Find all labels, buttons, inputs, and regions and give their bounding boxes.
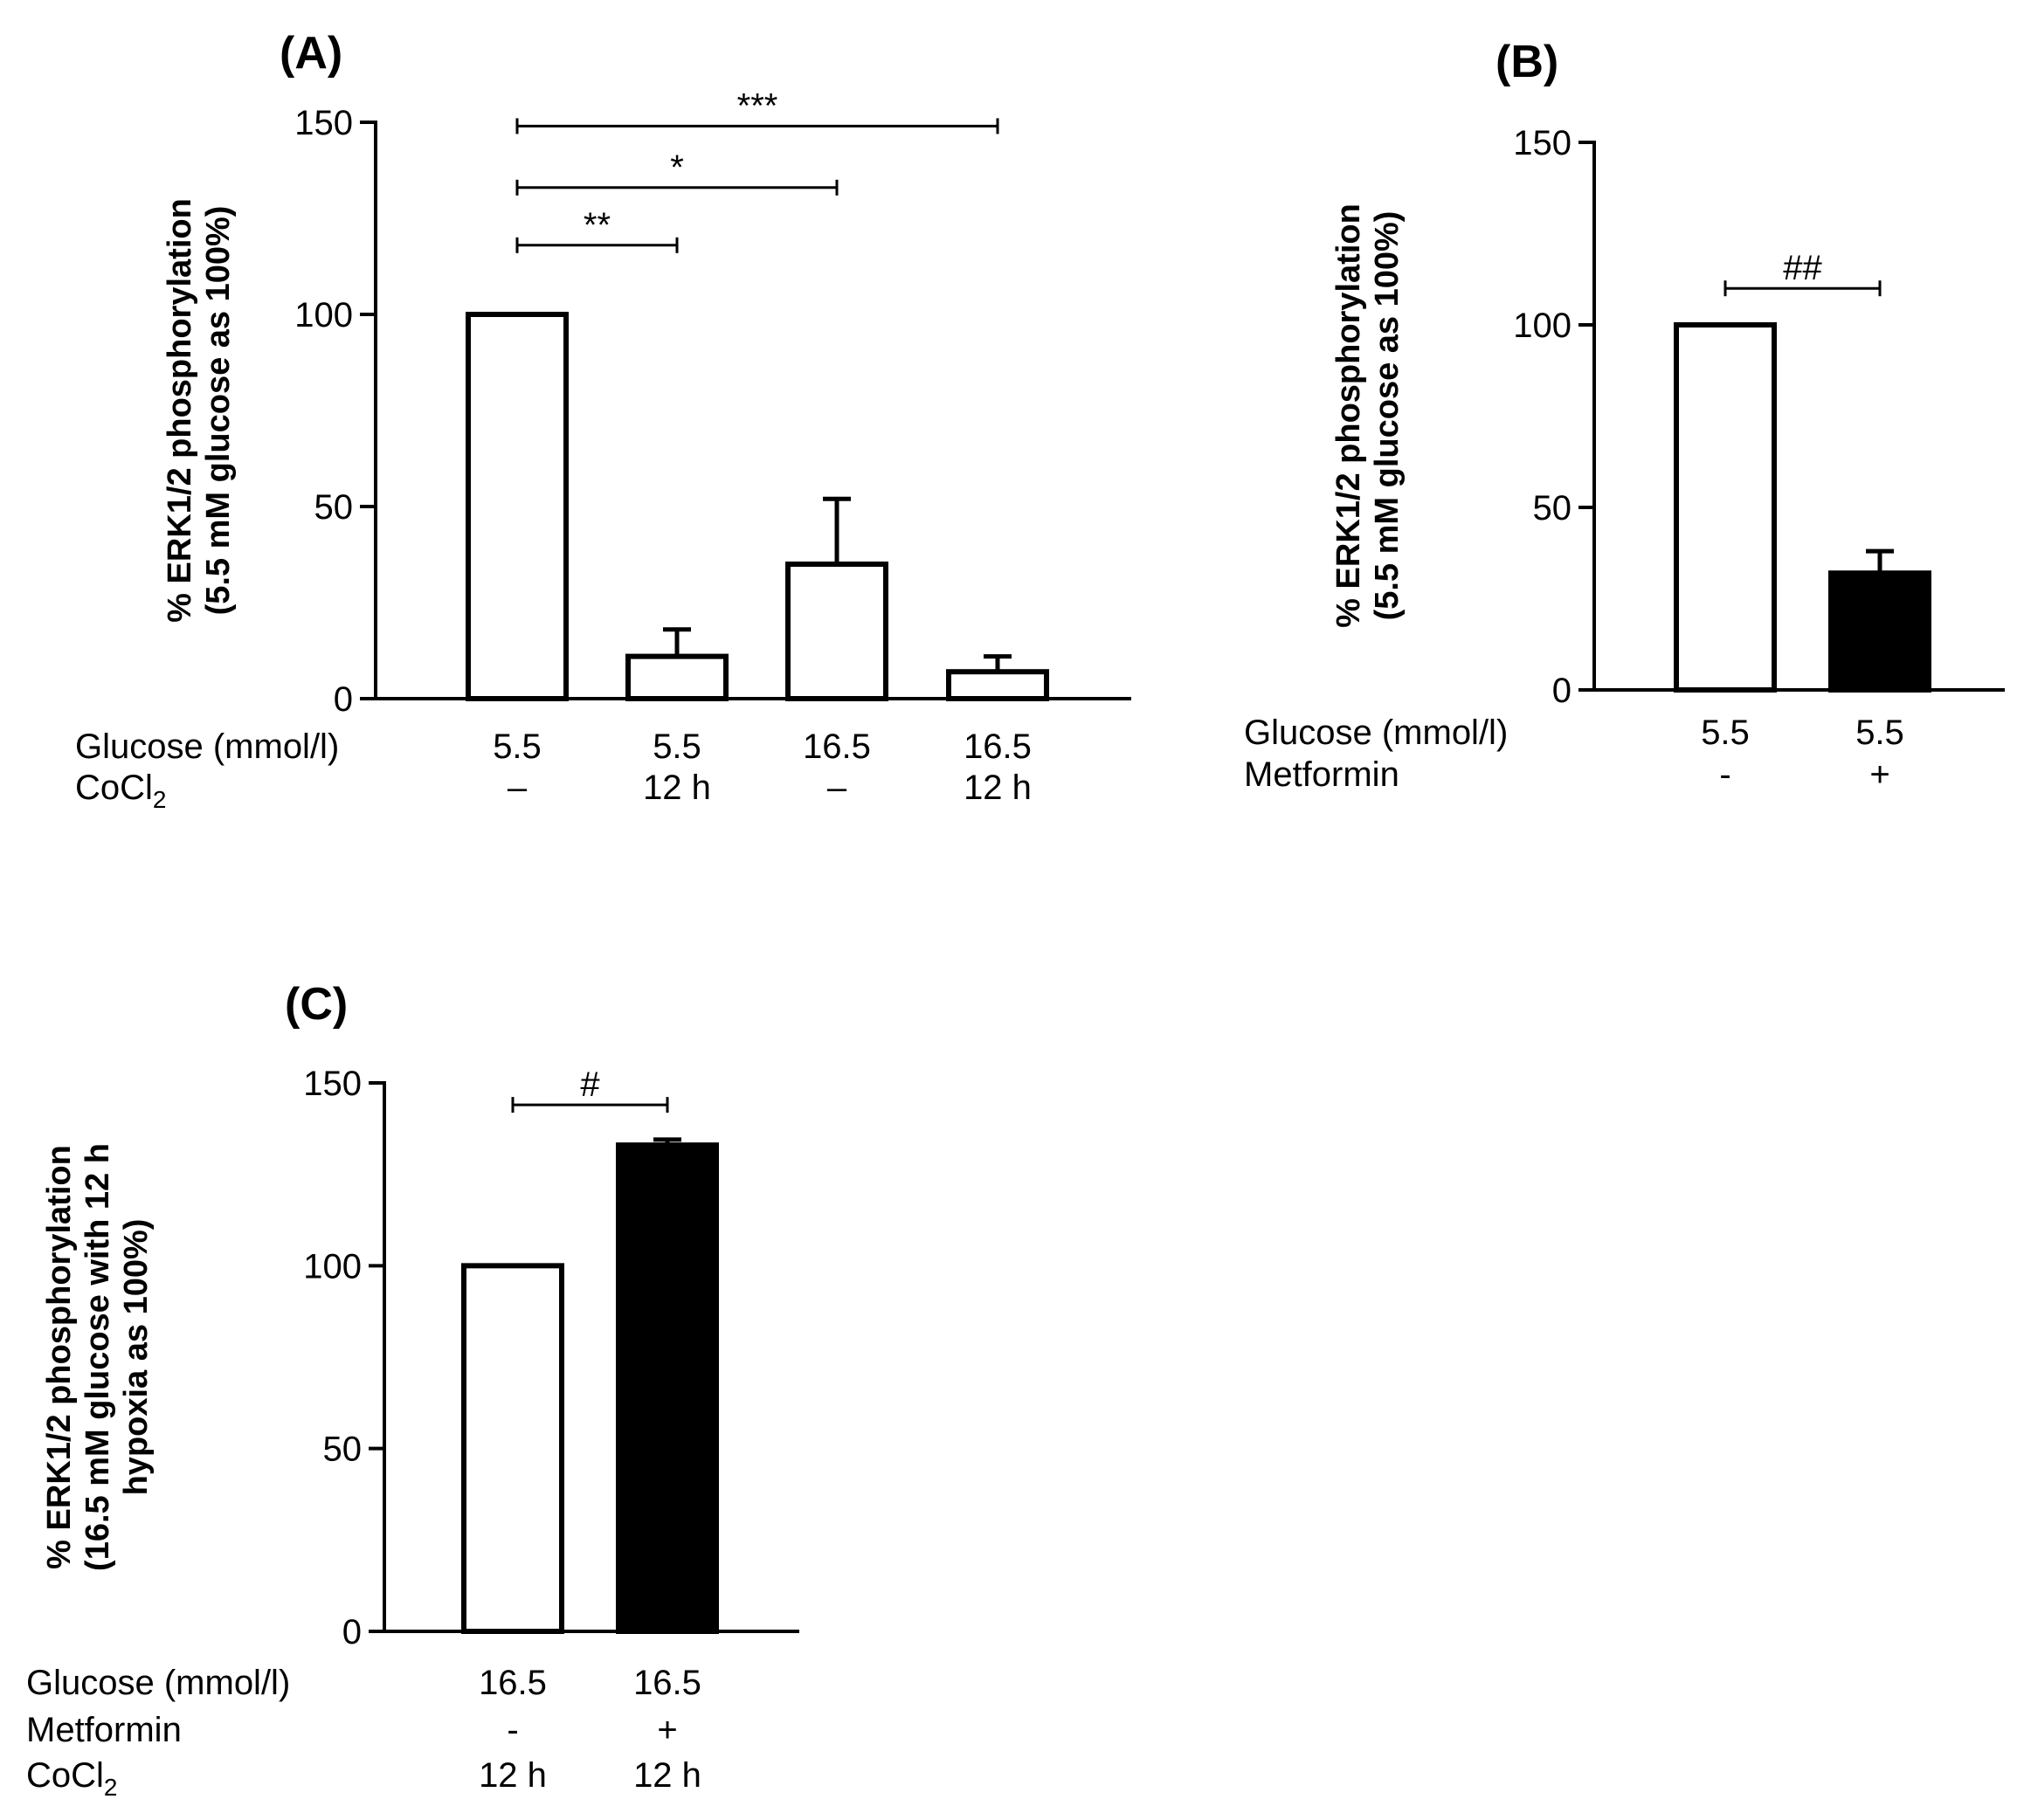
- significance-label: ***: [737, 86, 778, 125]
- condition-value: 12 h: [964, 769, 1032, 807]
- condition-row-label: Metformin: [26, 1711, 182, 1749]
- condition-value: 12 h: [633, 1756, 701, 1795]
- bar: [946, 669, 1049, 702]
- condition-value: 5.5: [493, 727, 542, 766]
- bar: [625, 653, 729, 701]
- condition-value: 16.5: [479, 1664, 547, 1702]
- panel-a: (A) 0 50 100 150 % ERK1/2 phosphorylation(5.5…: [75, 28, 1131, 813]
- condition-value: 12 h: [643, 769, 711, 807]
- y-axis-title-line: (5.5 mM glucose as 100%): [1369, 211, 1406, 621]
- condition-row-label: Glucose (mmol/l): [1244, 714, 1508, 752]
- y-axis-title: % ERK1/2 phosphorylation(16.5 mM glucose…: [41, 1143, 155, 1571]
- y-axis-title-line: % ERK1/2 phosphorylation: [162, 198, 198, 623]
- significance-label: *: [670, 148, 684, 187]
- y-tick-label: 150: [303, 1065, 362, 1103]
- condition-value: 12 h: [479, 1756, 547, 1795]
- y-axis-title-line: hypoxia as 100%): [118, 1219, 155, 1496]
- y-tick-label: 150: [294, 104, 353, 142]
- y-axis-title-line: % ERK1/2 phosphorylation: [1330, 203, 1367, 628]
- y-axis-title-line: (16.5 mM glucose with 12 h: [79, 1143, 116, 1571]
- panel-c: (C) 0 50 100 150 % ERK1/2 phosphorylation(16.…: [26, 979, 799, 1801]
- condition-value: 5.5: [1701, 714, 1750, 752]
- y-axis-title-line: % ERK1/2 phosphorylation: [41, 1145, 78, 1569]
- condition-row-label: CoCl2: [75, 769, 166, 813]
- significance-label: #: [580, 1065, 600, 1104]
- condition-value: 5.5: [653, 727, 701, 766]
- condition-value: 5.5: [1855, 714, 1904, 752]
- condition-value: 16.5: [803, 727, 871, 766]
- condition-row-label: Metformin: [1244, 755, 1399, 794]
- condition-value: 16.5: [633, 1664, 701, 1702]
- condition-value: –: [827, 769, 847, 807]
- condition-row-label: CoCl2: [26, 1756, 117, 1801]
- y-tick-label: 150: [1513, 124, 1572, 162]
- bar: [1674, 322, 1777, 693]
- y-axis-title-line: (5.5 mM glucose as 100%): [200, 206, 237, 616]
- y-tick-label: 100: [1513, 307, 1572, 345]
- panel-label: (C): [285, 979, 348, 1030]
- bar: [785, 562, 888, 701]
- y-tick-label: 50: [323, 1430, 363, 1469]
- y-tick-label: 100: [303, 1247, 362, 1286]
- y-tick-label: 50: [1533, 489, 1572, 527]
- y-axis-title: % ERK1/2 phosphorylation(5.5 mM glucose …: [162, 198, 237, 623]
- condition-row-label-subscript: 2: [104, 1774, 118, 1801]
- panel-b: (B) 0 50 100 150 % ERK1/2 phosphorylation(5.5…: [1244, 37, 2005, 794]
- significance-label: ##: [1783, 249, 1822, 287]
- y-tick-label: 0: [342, 1613, 362, 1651]
- condition-value: –: [508, 769, 528, 807]
- significance-label: **: [584, 206, 611, 245]
- condition-value: -: [507, 1711, 518, 1749]
- condition-value: -: [1719, 755, 1730, 794]
- bar: [616, 1142, 719, 1634]
- bar: [461, 1263, 564, 1635]
- bar: [1828, 570, 1931, 693]
- condition-value: +: [1869, 755, 1889, 794]
- condition-row-label: Glucose (mmol/l): [26, 1664, 290, 1702]
- condition-value: 16.5: [964, 727, 1032, 766]
- panel-label: (A): [280, 28, 342, 79]
- y-axis-title: % ERK1/2 phosphorylation(5.5 mM glucose …: [1330, 203, 1406, 628]
- y-tick-label: 50: [314, 488, 354, 527]
- bar: [466, 312, 569, 701]
- y-tick-label: 100: [294, 296, 353, 334]
- y-tick-label: 0: [1552, 672, 1572, 710]
- condition-row-label: Glucose (mmol/l): [75, 727, 339, 766]
- panel-label: (B): [1496, 37, 1558, 87]
- condition-row-label-subscript: 2: [153, 786, 167, 813]
- condition-value: +: [657, 1711, 677, 1749]
- y-tick-label: 0: [334, 680, 353, 719]
